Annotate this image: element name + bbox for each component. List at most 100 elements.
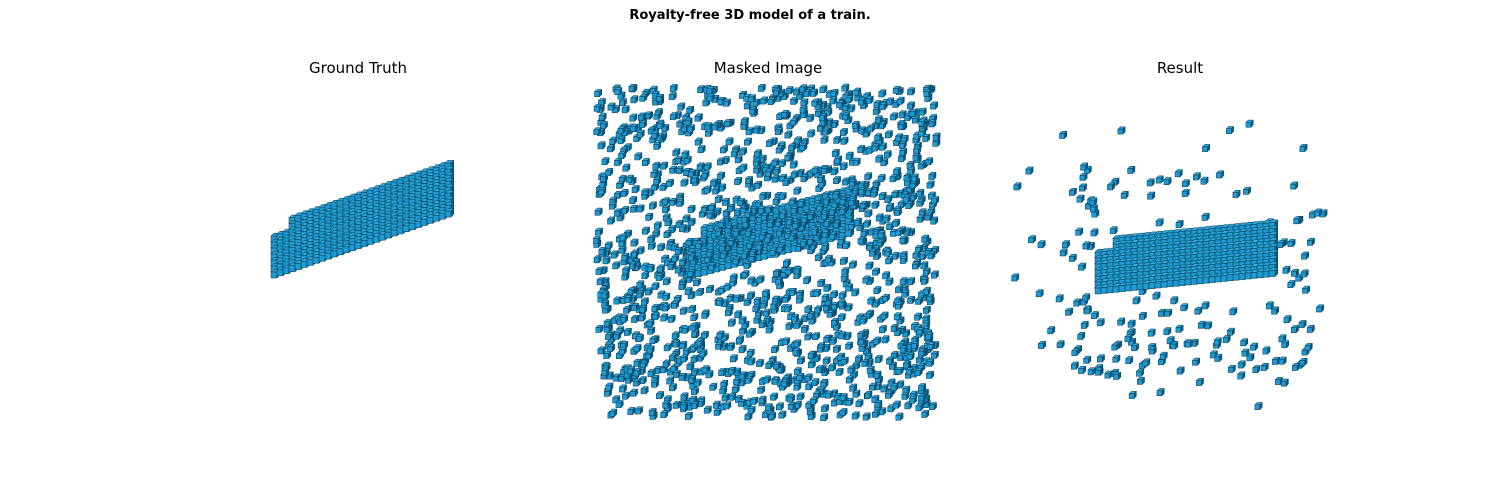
voxel — [780, 109, 790, 119]
voxel — [730, 149, 739, 158]
voxel — [611, 261, 621, 270]
voxel — [820, 404, 830, 413]
voxel — [596, 277, 605, 286]
voxel — [851, 411, 860, 420]
voxel — [923, 88, 932, 98]
voxel — [1155, 175, 1164, 184]
voxel — [628, 261, 637, 270]
voxel — [823, 334, 832, 344]
voxel — [729, 354, 739, 363]
voxel — [1013, 182, 1022, 191]
voxel — [736, 197, 746, 207]
voxel — [745, 240, 755, 250]
voxel — [593, 103, 602, 113]
voxel — [796, 392, 805, 401]
voxel — [641, 226, 651, 235]
voxel — [899, 255, 908, 265]
voxel — [699, 349, 708, 358]
voxel — [811, 331, 821, 341]
voxel — [1082, 293, 1091, 302]
voxel — [930, 195, 940, 205]
voxel — [749, 205, 759, 215]
voxel — [593, 126, 602, 136]
voxel — [661, 197, 671, 206]
voxel — [930, 350, 940, 360]
voxel — [802, 275, 812, 285]
voxel — [687, 204, 696, 214]
voxel — [894, 285, 904, 294]
voxel — [821, 293, 830, 302]
voxel — [653, 221, 663, 230]
voxel — [622, 163, 631, 172]
voxel — [719, 250, 729, 259]
voxel — [1242, 186, 1252, 196]
voxel — [640, 191, 650, 201]
voxel — [718, 386, 728, 395]
voxel — [613, 208, 623, 217]
voxel — [700, 330, 710, 340]
voxel — [618, 384, 628, 393]
voxel — [749, 396, 759, 406]
voxel — [609, 408, 618, 417]
voxel — [870, 189, 879, 198]
voxel — [1089, 204, 1099, 213]
voxel — [859, 316, 868, 325]
voxel — [679, 402, 689, 411]
voxel — [1111, 342, 1120, 351]
voxel — [816, 203, 825, 212]
voxel — [674, 265, 683, 274]
voxel — [676, 198, 685, 208]
voxel — [1090, 228, 1099, 237]
voxel — [874, 399, 883, 409]
voxel — [631, 184, 640, 194]
voxel — [644, 287, 654, 296]
voxel — [916, 198, 925, 207]
voxel — [913, 312, 923, 321]
panel-title-ground-truth: Ground Truth — [309, 59, 407, 77]
voxel — [839, 161, 848, 171]
voxel — [845, 151, 854, 160]
voxel — [684, 411, 694, 421]
voxel — [597, 141, 606, 150]
voxel — [685, 105, 695, 115]
voxel — [615, 399, 624, 409]
voxel — [1300, 269, 1309, 278]
voxel — [1163, 326, 1172, 336]
voxel — [690, 175, 700, 184]
voxel — [1222, 334, 1231, 344]
voxel — [1227, 364, 1237, 374]
voxel — [1117, 126, 1126, 135]
voxel — [652, 161, 661, 171]
voxel — [597, 97, 607, 107]
voxel — [692, 278, 702, 287]
voxel — [747, 357, 756, 366]
voxel — [796, 372, 805, 382]
voxel — [1299, 357, 1308, 367]
voxel — [926, 180, 935, 189]
voxel — [714, 228, 724, 237]
voxel — [1124, 333, 1133, 343]
voxel — [822, 356, 831, 365]
voxel — [871, 409, 881, 419]
voxel — [717, 219, 727, 228]
voxel — [770, 344, 780, 354]
voxel — [716, 157, 726, 166]
voxel — [1082, 355, 1092, 364]
voxel — [885, 202, 895, 211]
voxel — [671, 254, 680, 263]
voxel — [848, 197, 857, 207]
voxel — [872, 106, 882, 116]
voxel — [1055, 294, 1064, 303]
voxel — [671, 339, 681, 348]
voxel — [894, 228, 904, 237]
voxel — [745, 127, 754, 136]
voxel — [687, 375, 697, 384]
voxel — [613, 157, 623, 167]
voxel — [748, 106, 758, 115]
voxel — [859, 200, 868, 210]
voxel — [663, 229, 672, 239]
voxel — [800, 173, 809, 183]
voxel — [739, 163, 748, 172]
voxel — [926, 358, 935, 367]
voxel — [819, 84, 828, 94]
